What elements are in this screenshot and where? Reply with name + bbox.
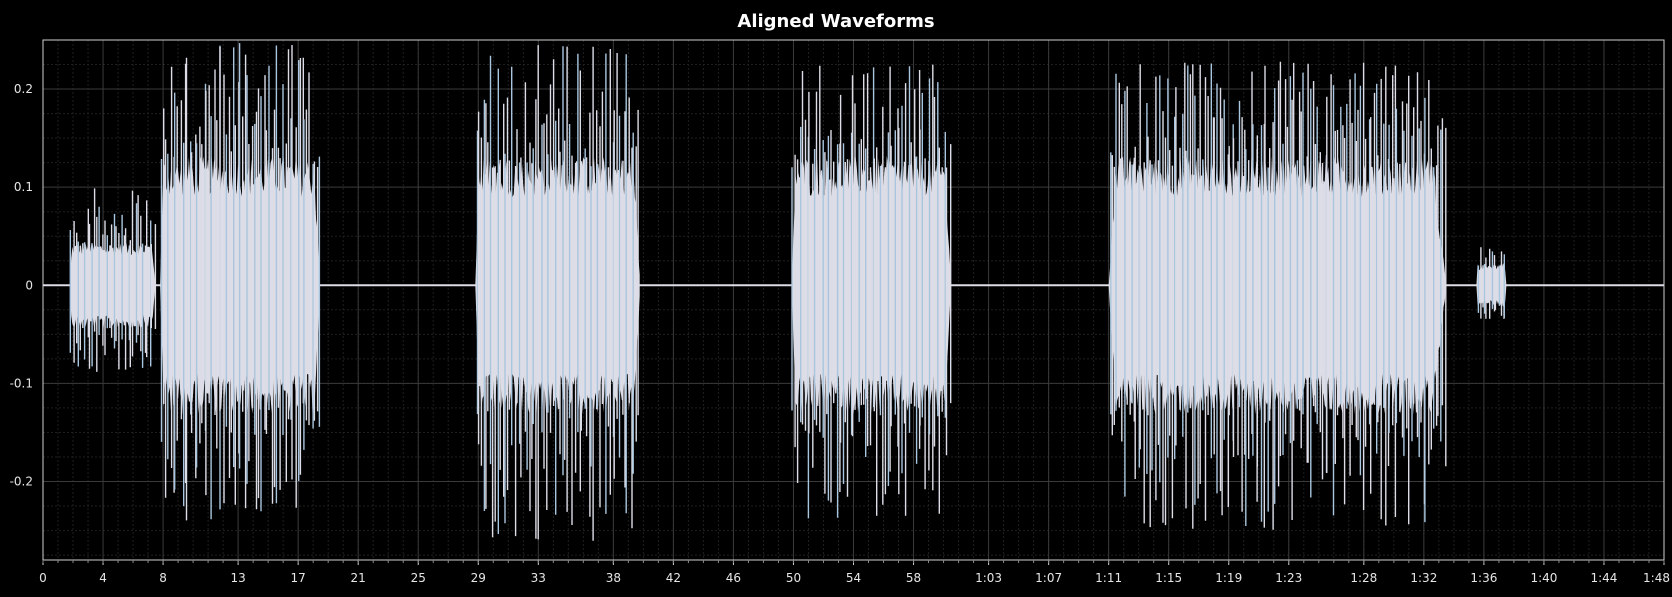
y-tick-label: 0.2 [14,82,33,96]
x-tick-label: 50 [786,571,801,585]
x-tick-label: 1:44 [1590,571,1617,585]
x-tick-label: 4 [99,571,107,585]
x-tick-label: 33 [531,571,546,585]
x-tick-label: 17 [291,571,306,585]
x-tick-label: 1:23 [1275,571,1302,585]
y-tick-label: -0.1 [10,376,33,390]
x-tick-label: 8 [159,571,167,585]
x-tick-label: 1:40 [1530,571,1557,585]
x-tick-label: 13 [230,571,245,585]
x-tick-label: 29 [471,571,486,585]
y-tick-label: 0.1 [14,180,33,194]
y-tick-label: -0.2 [10,475,33,489]
x-tick-label: 54 [846,571,861,585]
x-tick-label: 1:03 [975,571,1002,585]
x-tick-label: 25 [411,571,426,585]
x-tick-label: 21 [351,571,366,585]
x-tick-label: 42 [666,571,681,585]
x-tick-label: 1:36 [1470,571,1497,585]
waveform-body-0 [70,242,156,329]
x-tick-label: 38 [606,571,621,585]
x-tick-label: 1:48 [1643,571,1670,585]
x-tick-label: 58 [906,571,921,585]
x-tick-label: 1:11 [1095,571,1122,585]
chart-title: Aligned Waveforms [737,11,935,32]
y-tick-label: 0 [25,278,33,292]
x-tick-label: 0 [39,571,47,585]
x-tick-label: 1:15 [1155,571,1182,585]
x-tick-label: 46 [726,571,741,585]
x-tick-label: 1:19 [1215,571,1242,585]
x-tick-label: 1:28 [1350,571,1377,585]
x-tick-label: 1:32 [1410,571,1437,585]
x-tick-label: 1:07 [1035,571,1062,585]
